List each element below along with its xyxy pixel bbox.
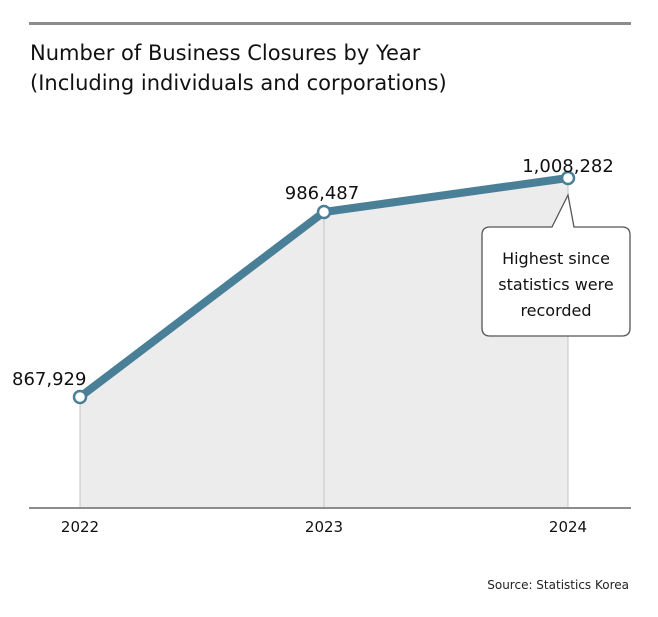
chart-title: Number of Business Closures by Year (Inc… — [30, 38, 447, 98]
annotation-callout — [481, 192, 631, 337]
source-note: Source: Statistics Korea — [487, 578, 629, 592]
data-point-2024 — [560, 170, 576, 186]
annotation-text-line-3: recorded — [520, 301, 591, 320]
data-point-2023 — [316, 204, 332, 220]
x-tick-label-2023: 2023 — [305, 518, 343, 536]
data-label-2024: 1,008,282 — [522, 156, 614, 177]
data-point-2022 — [72, 389, 88, 405]
data-label-2023: 986,487 — [285, 183, 359, 204]
chart-title-line-2: (Including individuals and corporations) — [30, 71, 447, 95]
annotation-text-line-1: Highest since — [502, 249, 610, 268]
data-label-2022: 867,929 — [12, 369, 86, 390]
x-tick-label-2022: 2022 — [61, 518, 99, 536]
chart-title-line-1: Number of Business Closures by Year — [30, 41, 421, 65]
x-tick-label-2024: 2024 — [549, 518, 587, 536]
annotation-text-line-2: statistics were — [498, 275, 613, 294]
top-rule — [29, 22, 631, 25]
